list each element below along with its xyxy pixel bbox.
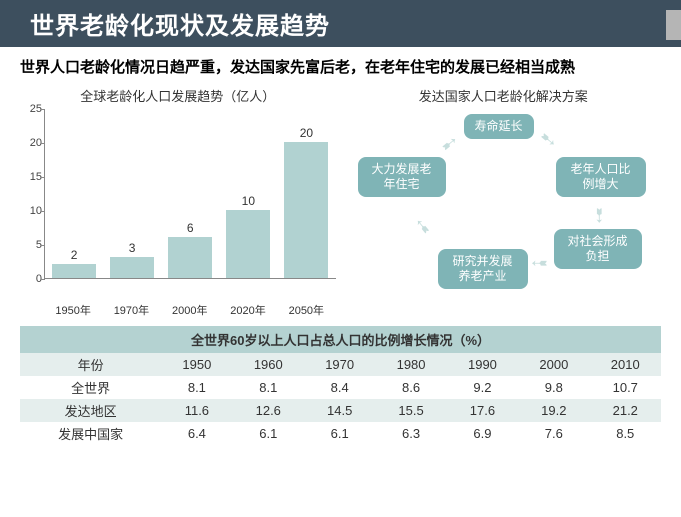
plot-area: 2 3 6 10 20 <box>44 109 336 279</box>
bar-wrap: 10 <box>222 194 274 278</box>
table-cell: 12.6 <box>233 399 304 422</box>
table-cell: 全世界 <box>20 376 161 399</box>
bar <box>284 142 328 278</box>
subtitle: 世界人口老龄化情况日趋严重，发达国家先富后老，在老年住宅的发展已经相当成熟 <box>0 47 681 86</box>
y-tick-mark <box>41 245 45 246</box>
bar-value: 6 <box>187 221 194 235</box>
bar-wrap: 6 <box>164 221 216 278</box>
table-cell: 14.5 <box>304 399 375 422</box>
chart-title: 全球老龄化人口发展趋势（亿人） <box>20 86 336 109</box>
table-cell: 15.5 <box>375 399 446 422</box>
x-axis-labels: 1950年 1970年 2000年 2020年 2050年 <box>44 299 336 318</box>
table-header-cell: 2010 <box>590 353 661 376</box>
y-axis: 0510152025 <box>20 109 44 279</box>
middle-row: 全球老龄化人口发展趋势（亿人） 0510152025 2 3 6 10 20 1950年… <box>0 86 681 318</box>
bar-chart: 全球老龄化人口发展趋势（亿人） 0510152025 2 3 6 10 20 1950年… <box>20 86 336 318</box>
y-tick-mark <box>41 279 45 280</box>
flow-node: 寿命延长 <box>464 114 534 139</box>
table-cell: 8.5 <box>590 422 661 445</box>
bar <box>52 264 96 278</box>
y-tick-mark <box>41 143 45 144</box>
bar <box>226 210 270 278</box>
flow-node: 研究并发展 养老产业 <box>438 249 528 289</box>
table-cell: 6.1 <box>233 422 304 445</box>
table-cell: 发达地区 <box>20 399 161 422</box>
y-tick-mark <box>41 177 45 178</box>
x-label: 1970年 <box>105 302 157 318</box>
page-title: 世界老龄化现状及发展趋势 <box>30 13 330 40</box>
table-header-cell: 1960 <box>233 353 304 376</box>
table-cell: 7.6 <box>518 422 589 445</box>
table-header-cell: 1950 <box>161 353 232 376</box>
bar-wrap: 2 <box>48 248 100 278</box>
table-cell: 6.3 <box>375 422 446 445</box>
x-label: 1950年 <box>47 302 99 318</box>
table-header-cell: 年份 <box>20 353 161 376</box>
table-cell: 8.1 <box>161 376 232 399</box>
flow-node: 老年人口比 例增大 <box>556 157 646 197</box>
decor-stripe <box>666 10 681 40</box>
bar-wrap: 3 <box>106 241 158 277</box>
table-cell: 19.2 <box>518 399 589 422</box>
table-cell: 8.6 <box>375 376 446 399</box>
table-cell: 11.6 <box>161 399 232 422</box>
flow-arrow-icon: ➸ <box>434 128 463 158</box>
chart-canvas: 0510152025 2 3 6 10 20 <box>20 109 336 299</box>
table-cell: 8.1 <box>233 376 304 399</box>
flow-arrow-icon: ➸ <box>533 124 562 154</box>
flow-canvas: 寿命延长老年人口比 例增大对社会形成 负担研究并发展 养老产业 大力发展老 年住宅… <box>346 109 662 299</box>
table-header-cell: 1990 <box>447 353 518 376</box>
x-label: 2050年 <box>280 302 332 318</box>
table-cell: 10.7 <box>590 376 661 399</box>
table-cell: 6.4 <box>161 422 232 445</box>
table-header-cell: 1980 <box>375 353 446 376</box>
data-table: 全世界60岁以上人口占总人口的比例增长情况（%） 年份1950196019701… <box>20 326 661 445</box>
table-header-cell: 1970 <box>304 353 375 376</box>
bar-wrap: 20 <box>280 126 332 278</box>
bar-value: 10 <box>242 194 255 208</box>
bar-value: 3 <box>129 241 136 255</box>
table-cell: 6.9 <box>447 422 518 445</box>
y-tick-mark <box>41 109 45 110</box>
flow-node: 对社会形成 负担 <box>554 229 642 269</box>
flow-arrow-icon: ➸ <box>531 251 548 276</box>
table-cell: 发展中国家 <box>20 422 161 445</box>
page-header: 世界老龄化现状及发展趋势 <box>0 0 681 47</box>
table-cell: 17.6 <box>447 399 518 422</box>
flow-diagram: 发达国家人口老龄化解决方案 寿命延长老年人口比 例增大对社会形成 负担研究并发展… <box>346 86 662 318</box>
table: 全世界60岁以上人口占总人口的比例增长情况（%） 年份1950196019701… <box>20 326 661 445</box>
x-label: 2000年 <box>164 302 216 318</box>
table-cell: 6.1 <box>304 422 375 445</box>
flow-arrow-icon: ➸ <box>586 207 611 224</box>
table-cell: 8.4 <box>304 376 375 399</box>
y-tick-mark <box>41 211 45 212</box>
x-label: 2020年 <box>222 302 274 318</box>
bar <box>168 237 212 278</box>
bar <box>110 257 154 277</box>
table-cell: 21.2 <box>590 399 661 422</box>
flow-arrow-icon: ➸ <box>407 212 437 241</box>
table-header-cell: 2000 <box>518 353 589 376</box>
table-cell: 9.2 <box>447 376 518 399</box>
bar-value: 2 <box>71 248 78 262</box>
flow-node: 大力发展老 年住宅 <box>358 157 446 197</box>
bars-container: 2 3 6 10 20 <box>45 109 336 278</box>
table-cell: 9.8 <box>518 376 589 399</box>
table-title: 全世界60岁以上人口占总人口的比例增长情况（%） <box>20 326 661 353</box>
flow-title: 发达国家人口老龄化解决方案 <box>346 86 662 109</box>
bar-value: 20 <box>300 126 313 140</box>
